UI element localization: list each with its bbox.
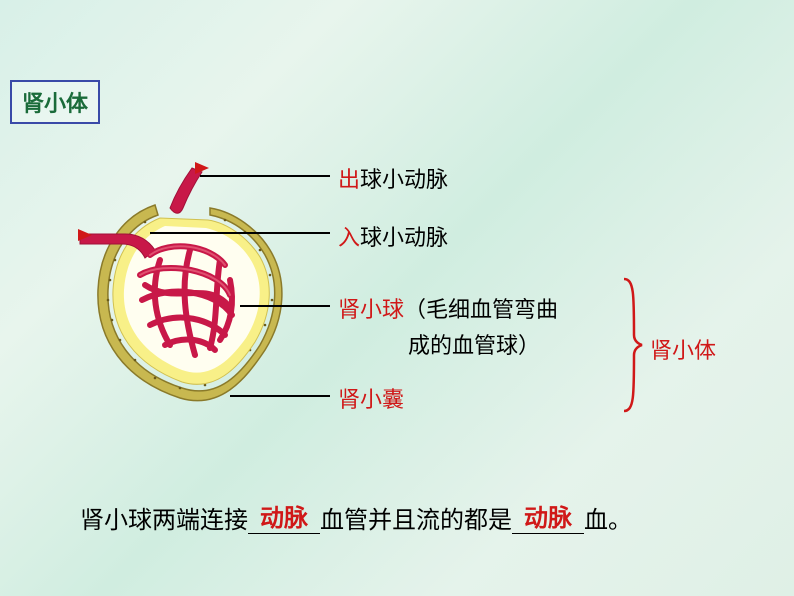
label-glomerulus: 肾小球（毛细血管弯曲 xyxy=(338,292,558,324)
sentence-part2: 血管并且流的都是 xyxy=(320,508,512,534)
leader-efferent xyxy=(200,175,330,177)
blank-2: 动脉 xyxy=(512,498,584,534)
brace-icon xyxy=(620,275,648,415)
leader-capsule xyxy=(230,395,330,397)
label-glomerulus-line2-text: 成的血管球） xyxy=(408,333,540,358)
renal-corpuscle-diagram xyxy=(70,160,310,420)
label-glomerulus-red: 肾小球 xyxy=(338,297,404,322)
brace-label: 肾小体 xyxy=(650,333,716,365)
label-capsule: 肾小囊 xyxy=(338,382,404,414)
label-afferent-red: 入 xyxy=(338,225,360,250)
efferent-flow-arrow xyxy=(195,162,209,174)
label-afferent-rest: 球小动脉 xyxy=(360,225,448,250)
leader-glomerulus xyxy=(240,305,330,307)
label-efferent-red: 出 xyxy=(338,167,360,192)
label-afferent: 入球小动脉 xyxy=(338,220,448,252)
label-glomerulus-rest: （毛细血管弯曲 xyxy=(404,297,558,322)
label-efferent: 出球小动脉 xyxy=(338,162,448,194)
leader-afferent xyxy=(150,232,330,234)
title-text: 肾小体 xyxy=(22,91,88,116)
diagram-svg xyxy=(70,160,310,420)
sentence-part3: 血。 xyxy=(584,508,632,534)
blank-1: 动脉 xyxy=(248,498,320,534)
label-glomerulus-line2: 成的血管球） xyxy=(408,328,540,360)
afferent-flow-arrow xyxy=(78,229,92,241)
label-efferent-rest: 球小动脉 xyxy=(360,167,448,192)
title-box: 肾小体 xyxy=(10,80,100,124)
sentence-part1: 肾小球两端连接 xyxy=(80,508,248,534)
fill-blank-sentence: 肾小球两端连接动脉血管并且流的都是动脉血。 xyxy=(80,500,632,536)
label-capsule-red: 肾小囊 xyxy=(338,387,404,412)
